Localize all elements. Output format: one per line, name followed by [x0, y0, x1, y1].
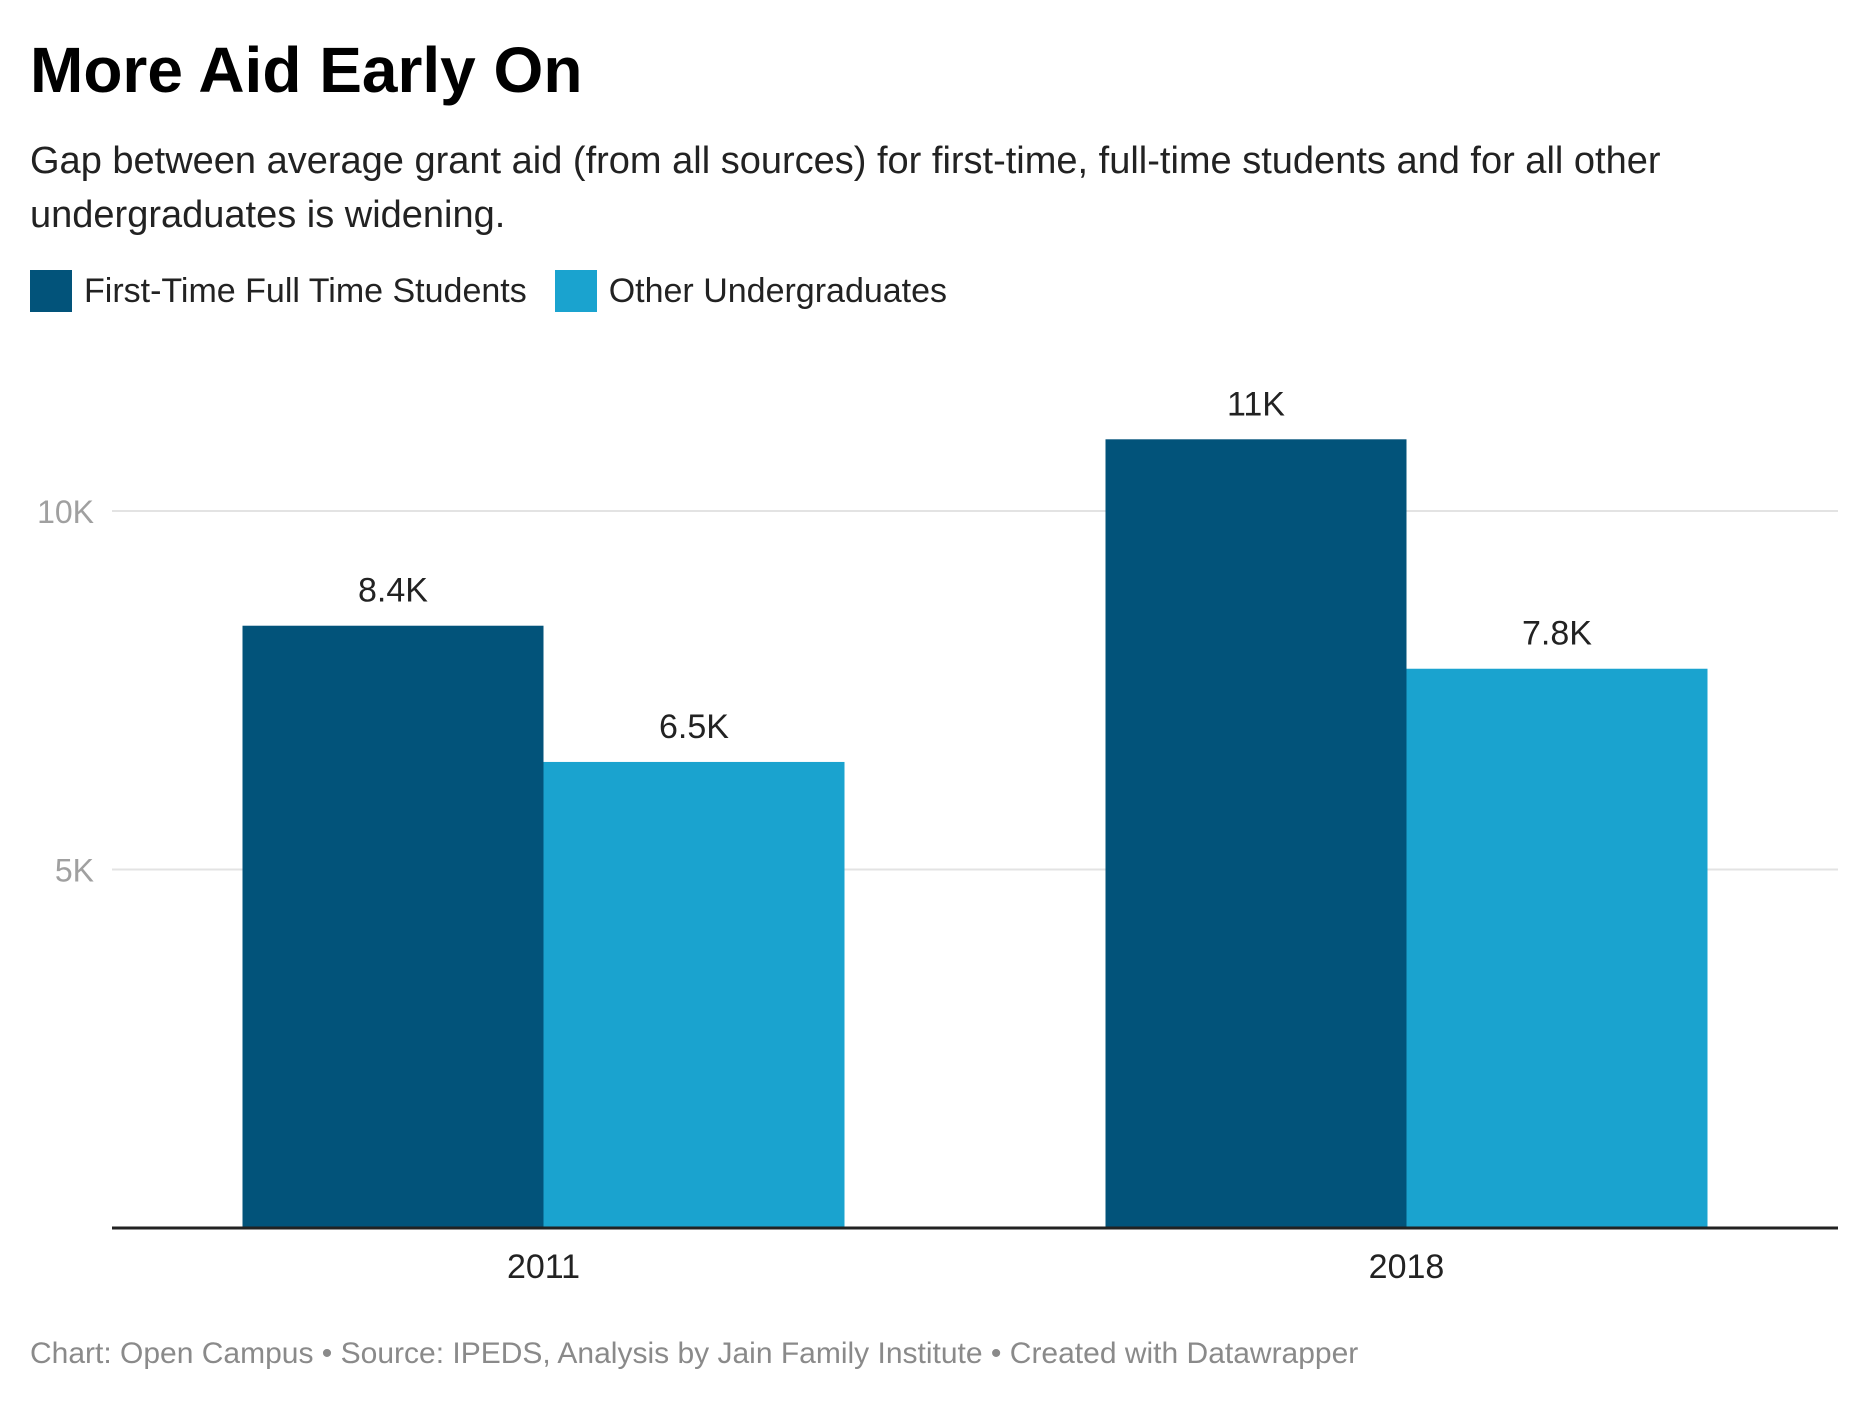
bar-2018-first-time [1105, 439, 1407, 1228]
x-tick-label-2018: 2018 [1369, 1248, 1445, 1286]
bar-2011-other [543, 761, 845, 1228]
footer-separator-1: • [313, 1337, 341, 1370]
footer-separator-2: • [982, 1337, 1010, 1370]
legend-label-other: Other Undergraduates [608, 271, 948, 310]
bar-chart: 5K 10K 8.4K 6.5K 2011 11K 7.8K 2018 [37, 385, 1838, 1286]
chart-subtitle: Gap between average grant aid (from all … [30, 140, 1661, 236]
legend-swatch-first-time [30, 270, 72, 312]
data-label-2018-first-time: 11K [1227, 385, 1285, 423]
y-tick-label-10K: 10K [37, 494, 94, 530]
bar-2011-first-time [242, 625, 544, 1228]
legend: First-Time Full Time Students Other Unde… [30, 268, 975, 314]
footer-chart-credit: Chart: Open Campus [30, 1337, 314, 1370]
footer-source: Source: IPEDS, Analysis by Jain Family I… [340, 1337, 983, 1370]
legend-item-first-time: First-Time Full Time Students [30, 270, 527, 312]
legend-swatch-other [554, 270, 597, 312]
footer: Chart: Open Campus • Source: IPEDS, Anal… [30, 1337, 1358, 1371]
data-label-2011-first-time: 8.4K [358, 572, 428, 610]
footer-datawrapper-credit: Created with Datawrapper [1009, 1337, 1359, 1370]
chart-title: More Aid Early On [30, 34, 583, 106]
y-tick-label-5K: 5K [55, 853, 94, 889]
data-label-2018-other: 7.8K [1522, 615, 1592, 653]
legend-item-other: Other Undergraduates [554, 270, 948, 312]
data-label-2011-other: 6.5K [659, 708, 729, 746]
bar-2018-other [1406, 668, 1708, 1228]
x-tick-label-2011: 2011 [507, 1248, 580, 1286]
legend-label-first-time: First-Time Full Time Students [84, 271, 527, 310]
